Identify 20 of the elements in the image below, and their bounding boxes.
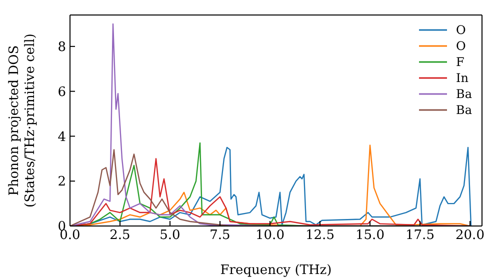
legend-label: In: [456, 70, 468, 86]
y-tick-label: 2: [58, 174, 66, 190]
y-tick-label: 6: [58, 84, 66, 100]
legend-label: Ba: [456, 86, 472, 102]
x-tick-label: 2.5: [110, 228, 130, 244]
y-axis-title: Phonon projected DOS (States/THz·primitive cell): [7, 33, 38, 208]
x-tick-label: 12.5: [306, 228, 334, 244]
x-tick-label: 7.5: [210, 228, 230, 244]
x-tick-label: 20.0: [456, 228, 484, 244]
legend-label: F: [456, 54, 464, 70]
x-tick-label: 17.5: [406, 228, 434, 244]
legend-label: Ba: [456, 102, 472, 118]
x-tick-label: 10.0: [256, 228, 284, 244]
legend-label: O: [456, 38, 466, 54]
x-tick-label: 5.0: [160, 228, 180, 244]
y-tick-label: 4: [58, 130, 66, 145]
x-axis-title: Frequency (THz): [220, 263, 332, 278]
y-tick-label: 8: [58, 40, 66, 56]
x-tick-label: 15.0: [356, 228, 384, 244]
legend-label: O: [456, 22, 466, 38]
